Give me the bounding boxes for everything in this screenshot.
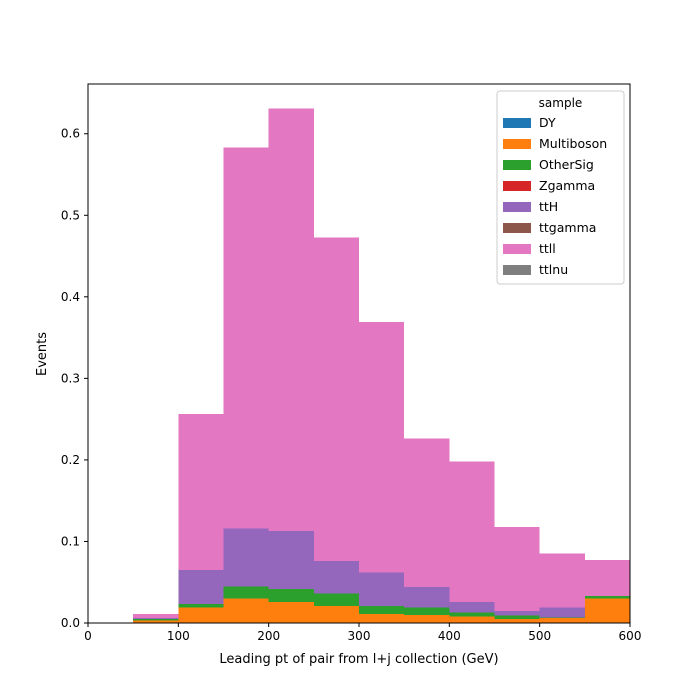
- bar-othersig-bin-9: [539, 617, 585, 619]
- y-tick-label: 0.5: [61, 208, 80, 222]
- bar-tth-bin-9: [539, 607, 585, 618]
- bar-othersig-bin-3: [268, 588, 314, 602]
- legend-swatch-zgamma: [503, 181, 531, 191]
- bar-multiboson-bin-9: [539, 618, 585, 623]
- legend-swatch-dy: [503, 118, 531, 128]
- legend-swatch-ttlnu: [503, 265, 531, 275]
- bar-tth-bin-7: [449, 601, 495, 613]
- bar-multiboson-bin-4: [313, 605, 359, 623]
- bar-ttll-bin-0: [133, 614, 179, 619]
- bar-othersig-bin-6: [404, 607, 450, 615]
- y-tick-label: 0.6: [61, 127, 80, 141]
- bar-othersig-bin-1: [178, 604, 224, 608]
- bar-tth-bin-0: [133, 618, 179, 619]
- bar-ttll-bin-2: [223, 147, 269, 529]
- bar-tth-bin-8: [494, 610, 540, 616]
- y-tick-label: 0.1: [61, 534, 80, 548]
- bar-ttll-bin-7: [449, 461, 495, 602]
- legend-label-tth: ttH: [539, 199, 558, 214]
- bar-ttll-bin-1: [178, 414, 224, 570]
- bar-ttll-bin-4: [313, 237, 359, 562]
- legend-label-ttgamma: ttgamma: [539, 220, 596, 235]
- bar-multiboson-bin-10: [584, 598, 630, 623]
- bar-multiboson-bin-2: [223, 598, 269, 623]
- bar-othersig-bin-8: [494, 615, 540, 619]
- bar-tth-bin-3: [268, 530, 314, 589]
- x-tick-label: 100: [167, 629, 190, 643]
- legend-label-dy: DY: [539, 115, 556, 130]
- legend: sample DY Multiboson OtherSig Zgamma ttH ttgam…: [496, 90, 625, 285]
- x-tick-label: 500: [528, 629, 551, 643]
- y-tick-label: 0.0: [61, 616, 80, 630]
- bar-ttll-bin-10: [584, 560, 630, 597]
- legend-label-ttlnu: ttlnu: [539, 262, 568, 277]
- bar-othersig-bin-10: [584, 596, 630, 599]
- y-axis-ticks: 0.0 0.1 0.2 0.3 0.4 0.5 0.6: [61, 127, 88, 630]
- x-tick-label: 300: [348, 629, 371, 643]
- x-axis-ticks: 0 100 200 300 400 500 600: [84, 623, 641, 643]
- legend-label-ttll: ttll: [539, 241, 556, 256]
- legend-swatch-tth: [503, 202, 531, 212]
- bar-othersig-bin-0: [133, 618, 179, 621]
- legend-label-zgamma: Zgamma: [539, 178, 595, 193]
- legend-label-multiboson: Multiboson: [539, 136, 607, 151]
- legend-swatch-multiboson: [503, 139, 531, 149]
- bar-ttll-bin-6: [404, 438, 450, 588]
- bar-multiboson-bin-5: [359, 614, 405, 623]
- bar-tth-bin-6: [404, 587, 450, 608]
- y-axis-label: Events: [35, 332, 50, 376]
- bar-multiboson-bin-6: [404, 614, 450, 623]
- bar-othersig-bin-4: [313, 593, 359, 606]
- bar-tth-bin-2: [223, 528, 269, 587]
- bar-ttll-bin-9: [539, 553, 585, 608]
- bar-ttll-bin-5: [359, 322, 405, 573]
- legend-swatch-ttll: [503, 244, 531, 254]
- y-tick-label: 0.3: [61, 371, 80, 385]
- x-axis-label: Leading pt of pair from l+j collection (…: [219, 652, 498, 667]
- bar-multiboson-bin-7: [449, 616, 495, 623]
- bar-ttll-bin-3: [268, 108, 314, 531]
- x-tick-label: 600: [619, 629, 642, 643]
- legend-label-othersig: OtherSig: [539, 157, 594, 172]
- x-tick-label: 0: [84, 629, 92, 643]
- legend-title: sample: [539, 96, 583, 110]
- bar-tth-bin-4: [313, 561, 359, 594]
- bar-multiboson-bin-8: [494, 618, 540, 623]
- bar-multiboson-bin-0: [133, 620, 179, 623]
- x-tick-label: 200: [257, 629, 280, 643]
- bar-multiboson-bin-1: [178, 607, 224, 623]
- y-tick-label: 0.4: [61, 290, 80, 304]
- bar-tth-bin-1: [178, 569, 224, 605]
- bar-multiboson-bin-3: [268, 601, 314, 623]
- bars-layer: [133, 108, 630, 623]
- legend-swatch-ttgamma: [503, 223, 531, 233]
- bar-ttll-bin-8: [494, 526, 540, 611]
- x-tick-label: 400: [438, 629, 461, 643]
- bar-othersig-bin-5: [359, 605, 405, 615]
- bar-othersig-bin-2: [223, 586, 269, 599]
- bar-othersig-bin-7: [449, 612, 495, 617]
- y-tick-label: 0.2: [61, 453, 80, 467]
- legend-swatch-othersig: [503, 160, 531, 170]
- bar-tth-bin-5: [359, 572, 405, 606]
